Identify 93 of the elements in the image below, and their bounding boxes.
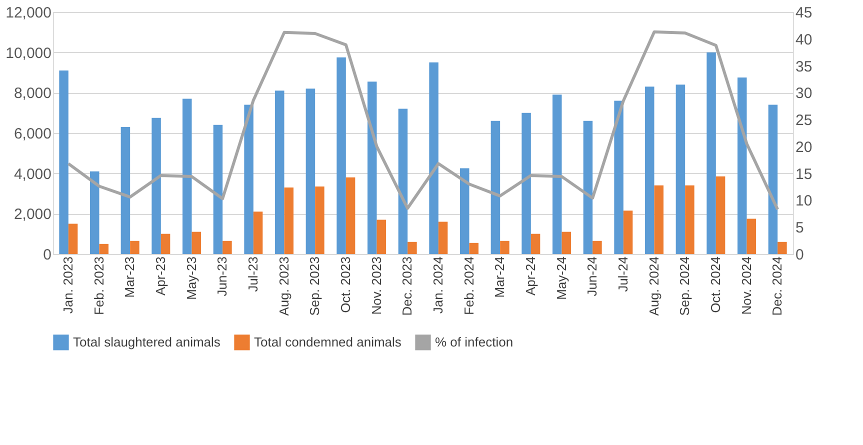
x-tick-label: May-24 [554, 256, 569, 300]
x-tick-label: Feb. 2023 [91, 256, 106, 316]
bar [623, 210, 633, 254]
bar [90, 171, 100, 254]
y-tick-label: 8,000 [14, 85, 52, 102]
bar [376, 220, 386, 254]
y-tick-label: 10,000 [6, 44, 52, 62]
x-tick-label: Mar-23 [122, 256, 138, 298]
bar [654, 185, 664, 254]
y2-tick-label: 35 [796, 58, 812, 76]
x-tick-label: Oct. 2024 [708, 256, 723, 313]
x-tick-label: May-23 [184, 256, 199, 300]
x-tick-label: Dec. 2024 [770, 256, 785, 316]
bar [336, 57, 346, 254]
bar [160, 234, 170, 254]
y-tick-label: 2,000 [14, 206, 52, 224]
bar [182, 98, 192, 254]
bar [522, 112, 531, 254]
y2-tick-label: 20 [796, 138, 812, 156]
x-tick-label: Apr-24 [522, 256, 538, 296]
x-tick-label: Dec. 2023 [400, 256, 415, 316]
x-tick-label: Jan. 2023 [60, 256, 76, 314]
x-tick-label: Jul-23 [245, 256, 260, 292]
bar [592, 240, 602, 254]
x-tick-label: Nov. 2023 [368, 256, 384, 315]
bar [490, 120, 500, 254]
bar [645, 86, 654, 254]
x-tick-label: Jul-24 [615, 256, 630, 292]
bar [59, 70, 68, 254]
bar [676, 84, 686, 254]
bar [398, 108, 408, 254]
y-tick-label: 0 [43, 246, 52, 264]
bar [583, 120, 593, 254]
bar [738, 78, 747, 254]
bar [614, 100, 624, 254]
y2-tick-label: 0 [796, 246, 804, 264]
bar [99, 244, 108, 254]
bar [68, 224, 78, 254]
y2-tick-label: 45 [796, 4, 812, 22]
bar [469, 242, 478, 254]
x-tick-label: Aug. 2023 [276, 256, 292, 316]
x-tick-label: Jan. 2024 [430, 256, 446, 314]
x-tick-label: Sep. 2024 [677, 256, 692, 316]
x-tick-label: Jun-24 [584, 256, 600, 296]
y2-tick-label: 15 [796, 166, 812, 183]
bar [460, 168, 470, 254]
bar [500, 240, 510, 254]
bar [315, 186, 324, 254]
x-tick-label: Apr-23 [152, 256, 168, 296]
bar [562, 232, 571, 254]
x-tick-label: Oct. 2023 [338, 256, 353, 313]
x-tick-label: Sep. 2023 [307, 256, 322, 316]
legend-label: Total condemned animals [254, 334, 402, 350]
bar [706, 52, 716, 254]
bar [778, 242, 787, 254]
y2-tick-label: 5 [796, 220, 804, 237]
x-tick-label: Mar-24 [492, 256, 508, 298]
bar [213, 124, 223, 254]
bar [306, 88, 316, 254]
y-tick-label: 6,000 [14, 126, 52, 142]
bar [244, 104, 254, 254]
bar [368, 82, 377, 254]
bar [253, 212, 263, 254]
x-tick-label: Feb. 2024 [461, 256, 476, 316]
y-tick-label: 12,000 [6, 4, 52, 22]
bar [530, 234, 540, 254]
bar [768, 104, 778, 254]
y2-tick-label: 40 [796, 31, 812, 48]
bar [284, 187, 294, 254]
bar [716, 176, 726, 254]
bar [438, 222, 448, 254]
bar [120, 126, 130, 254]
bar [746, 218, 756, 254]
x-tick-label: Aug. 2024 [646, 256, 662, 316]
bar [222, 240, 232, 254]
y2-tick-label: 10 [796, 192, 812, 210]
bar [275, 90, 284, 254]
bar [152, 118, 161, 254]
y2-tick-label: 25 [796, 112, 812, 130]
bar [685, 185, 694, 254]
bar [408, 242, 417, 254]
bar [192, 232, 201, 254]
bar [552, 94, 562, 254]
legend-label: Total slaughtered animals [73, 334, 221, 350]
x-tick-label: Jun-23 [214, 256, 230, 296]
y2-tick-label: 30 [796, 85, 812, 102]
line-series [66, 30, 780, 211]
x-tick-label: Nov. 2024 [738, 256, 754, 315]
bar [130, 240, 140, 254]
bar [429, 62, 438, 254]
legend-label: % of infection [435, 334, 514, 350]
bar [346, 177, 356, 254]
y-tick-label: 4,000 [14, 166, 52, 183]
